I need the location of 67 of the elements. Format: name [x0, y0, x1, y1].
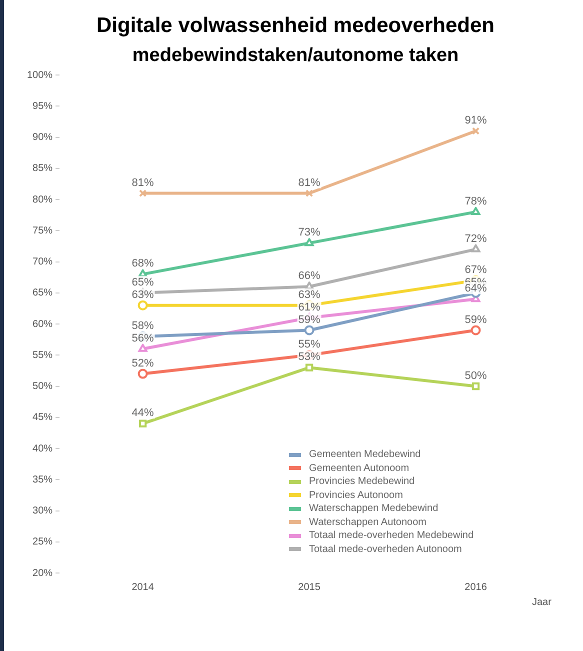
- y-tick-label: 40%: [32, 443, 53, 454]
- chart-subtitle: medebewindstaken/autonome taken: [131, 45, 460, 67]
- x-tick-label: 2016: [464, 582, 488, 593]
- legend-label: Totaal mede-overheden Medebewind: [309, 529, 474, 542]
- data-label: 64%: [464, 282, 487, 295]
- y-tick-label: 20%: [32, 568, 53, 579]
- point: [470, 325, 481, 336]
- y-tick-label: 25%: [32, 536, 53, 548]
- data-label: 52%: [132, 357, 154, 370]
- y-tick-label: 90%: [32, 132, 53, 143]
- point: [305, 364, 314, 372]
- x-tick-label: 2015: [298, 582, 321, 593]
- point: [304, 238, 314, 246]
- data-label: 81%: [132, 176, 154, 189]
- data-label: 59%: [298, 314, 321, 326]
- data-label: 63%: [298, 288, 321, 301]
- y-tick-label: 60%: [32, 318, 53, 330]
- legend-label: Waterschappen Medebewind: [309, 502, 438, 516]
- y-tick-label: 35%: [32, 474, 53, 486]
- x-tick-label: 2014: [132, 582, 154, 593]
- y-tick-label: 30%: [32, 506, 53, 516]
- point: [304, 325, 314, 336]
- y-tick-label: 45%: [32, 412, 53, 424]
- data-label: 50%: [464, 370, 487, 382]
- point: [472, 382, 480, 390]
- point: [472, 127, 480, 135]
- y-tick-label: 70%: [32, 256, 53, 268]
- legend-label: Gemeenten Medebewind: [309, 448, 421, 462]
- legend-label: Totaal mede-overheden Autonoom: [309, 542, 462, 556]
- y-tick-label: 85%: [32, 163, 53, 174]
- point: [471, 244, 480, 252]
- y-tick-label: 95%: [32, 100, 53, 112]
- data-label: 59%: [464, 314, 487, 326]
- data-label: 73%: [298, 226, 321, 239]
- y-tick-label: 65%: [32, 288, 53, 299]
- data-label: 67%: [464, 264, 487, 276]
- point: [305, 189, 314, 198]
- data-label: 68%: [132, 258, 154, 270]
- y-tick-label: 75%: [32, 225, 53, 236]
- data-label: 91%: [464, 114, 487, 127]
- y-tick-label: 80%: [32, 194, 53, 206]
- point: [138, 368, 148, 379]
- data-label: 53%: [298, 351, 321, 364]
- data-label: 61%: [298, 301, 321, 314]
- data-label: 58%: [132, 320, 154, 332]
- data-label: 55%: [298, 338, 321, 351]
- legend-label: Gemeenten Autonoom: [309, 462, 410, 475]
- point: [471, 206, 480, 215]
- data-label: 81%: [298, 176, 321, 189]
- data-label: 78%: [464, 195, 487, 208]
- data-label: 72%: [464, 232, 487, 245]
- point: [138, 420, 147, 428]
- legend-label: Provincies Medebewind: [309, 475, 415, 488]
- y-tick-label: 55%: [32, 350, 53, 361]
- legend-label: Provincies Autonoom: [309, 488, 403, 502]
- point: [138, 300, 148, 310]
- data-label: 65%: [132, 276, 154, 288]
- chart-title: Digitale volwassenheid medeoverheden: [96, 14, 496, 38]
- point: [138, 189, 147, 198]
- y-tick-label: 100%: [27, 70, 53, 81]
- data-label: 63%: [132, 288, 154, 301]
- point: [138, 344, 148, 352]
- data-label: 66%: [298, 270, 321, 282]
- legend-label: Waterschappen Autonoom: [309, 516, 426, 529]
- data-label: 44%: [132, 407, 154, 420]
- y-tick-label: 50%: [32, 381, 53, 392]
- x-axis-title: Jaar: [532, 597, 552, 608]
